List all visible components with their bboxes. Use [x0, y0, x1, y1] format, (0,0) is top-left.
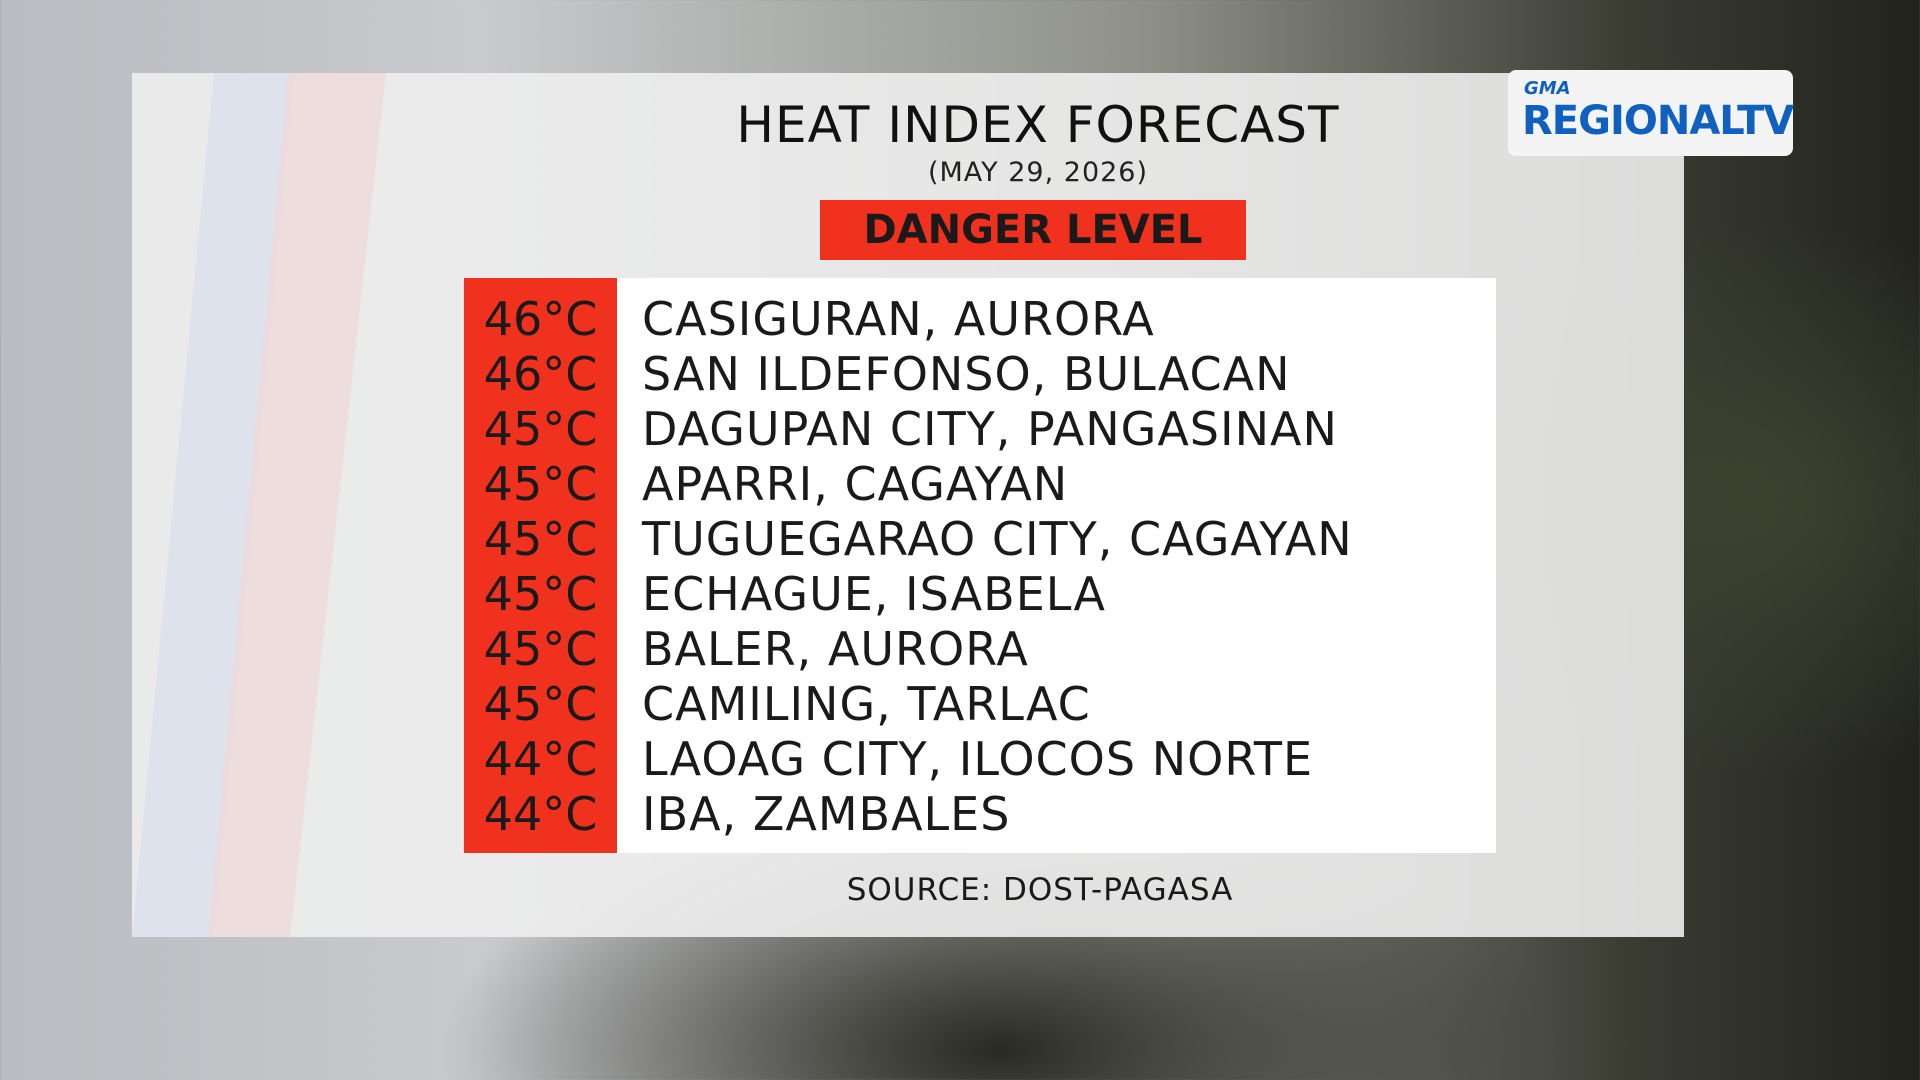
temperature: 44°C	[483, 732, 598, 786]
table	[464, 278, 1496, 853]
title: HEAT INDEX FORECAST	[736, 96, 1340, 154]
location: CASIGURAN, AURORA	[642, 292, 1155, 346]
temperature: 46°C	[483, 292, 598, 346]
temperature: 45°C	[483, 567, 598, 621]
logo-name: REGIONALTV	[1522, 98, 1794, 144]
location: LAOAG CITY, ILOCOS NORTE	[642, 732, 1314, 786]
date: (MAY 29, 2026)	[927, 157, 1149, 188]
location: IBA, ZAMBALES	[642, 787, 1011, 841]
temperature: 45°C	[483, 457, 598, 511]
location: SAN ILDEFONSO, BULACAN	[642, 347, 1291, 401]
location: DAGUPAN CITY, PANGASINAN	[642, 402, 1338, 456]
source: SOURCE: DOST-PAGASA	[846, 872, 1234, 908]
temperature: 44°C	[483, 787, 598, 841]
temperature: 45°C	[483, 512, 598, 566]
temperature: 45°C	[483, 677, 598, 731]
temperature: 45°C	[483, 622, 598, 676]
level-badge: DANGER LEVEL	[820, 200, 1246, 260]
logo	[1508, 70, 1793, 156]
temperature: 46°C	[483, 347, 598, 401]
location: ECHAGUE, ISABELA	[642, 567, 1106, 621]
location: APARRI, CAGAYAN	[642, 457, 1069, 511]
temperature: 45°C	[483, 402, 598, 456]
location: BALER, AURORA	[642, 622, 1029, 676]
logo-brand: GMA	[1524, 78, 1571, 99]
location: TUGUEGARAO CITY, CAGAYAN	[642, 512, 1353, 566]
temp-column	[464, 278, 617, 853]
location: CAMILING, TARLAC	[642, 677, 1091, 731]
